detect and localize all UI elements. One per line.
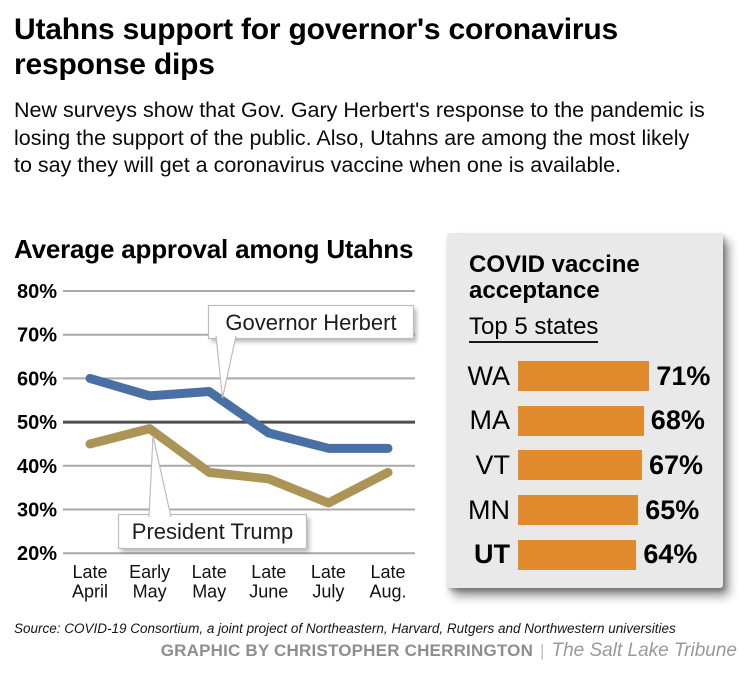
percentage-label: 71%	[656, 360, 711, 391]
acceptance-bar	[518, 450, 642, 481]
line-chart-title: Average approval among Utahns	[14, 234, 414, 264]
vaccine-bar-row: VT 67%	[447, 443, 723, 488]
credit-separator: |	[540, 641, 545, 660]
series-callout-label: Governor Herbert	[225, 310, 396, 335]
callout-box	[207, 304, 415, 340]
y-axis-tick: 70%	[17, 325, 57, 347]
y-axis-tick: 30%	[17, 500, 57, 522]
x-axis-tick: Late Aug.	[369, 562, 406, 602]
state-label: MN	[468, 494, 510, 525]
credit-publication: The Salt Lake Tribune	[551, 640, 737, 661]
percentage-label: 68%	[650, 405, 705, 436]
percentage-label: 67%	[648, 449, 703, 480]
approval-line-chart: 80% 70% 60% 50% 40% 30% 20% Late April Early May La…	[17, 281, 417, 602]
state-label: MA	[469, 405, 511, 436]
vaccine-acceptance-panel: COVID vaccine acceptance Top 5 states WA…	[447, 233, 723, 588]
state-label: UT	[474, 539, 510, 570]
acceptance-bar	[518, 361, 650, 392]
y-axis-tick: 80%	[17, 281, 57, 303]
x-axis-tick: Late June	[249, 562, 288, 602]
vaccine-bar-row: UT 64%	[447, 532, 723, 577]
state-label: VT	[475, 449, 510, 480]
acceptance-bar	[518, 405, 644, 436]
vaccine-bar-chart: WA 71% MA 68% VT 67% MN 65% UT 64%	[447, 354, 723, 577]
vaccine-bar-row: WA 71%	[447, 354, 723, 399]
x-axis-tick: Late July	[311, 562, 346, 602]
x-axis-tick: Late April	[72, 562, 108, 602]
acceptance-bar	[518, 539, 637, 570]
vaccine-bar-row: MA 68%	[447, 399, 723, 444]
vaccine-panel-subtitle: Top 5 states	[469, 313, 599, 344]
callout-tail	[148, 435, 172, 518]
callout-box	[117, 513, 308, 550]
y-axis-tick: 20%	[17, 543, 57, 565]
y-axis-tick: 60%	[17, 368, 57, 390]
credit-author: GRAPHIC BY CHRISTOPHER CHERRINGTON	[160, 641, 534, 660]
subheadline: New surveys show that Gov. Gary Herbert'…	[14, 98, 705, 178]
x-axis-tick: Early May	[129, 562, 170, 602]
credit-line: GRAPHIC BY CHRISTOPHER CHERRINGTON | The…	[161, 640, 737, 662]
trump-line	[85, 424, 393, 508]
percentage-label: 65%	[645, 494, 700, 525]
state-label: WA	[467, 360, 511, 391]
y-axis-tick: 50%	[17, 412, 57, 434]
callout-tail	[215, 335, 237, 399]
y-axis-tick: 40%	[17, 456, 57, 478]
source-note: Source: COVID-19 Consortium, a joint pro…	[14, 621, 676, 636]
acceptance-bar	[518, 495, 639, 526]
vaccine-bar-row: MN 65%	[447, 488, 723, 533]
percentage-label: 64%	[643, 539, 698, 570]
vaccine-panel-title: COVID vaccine acceptance	[469, 251, 640, 304]
headline: Utahns support for governor's coronaviru…	[14, 13, 619, 82]
herbert-line	[85, 373, 393, 453]
x-axis-tick: Late May	[192, 562, 227, 602]
series-callout-label: President Trump	[132, 519, 293, 544]
